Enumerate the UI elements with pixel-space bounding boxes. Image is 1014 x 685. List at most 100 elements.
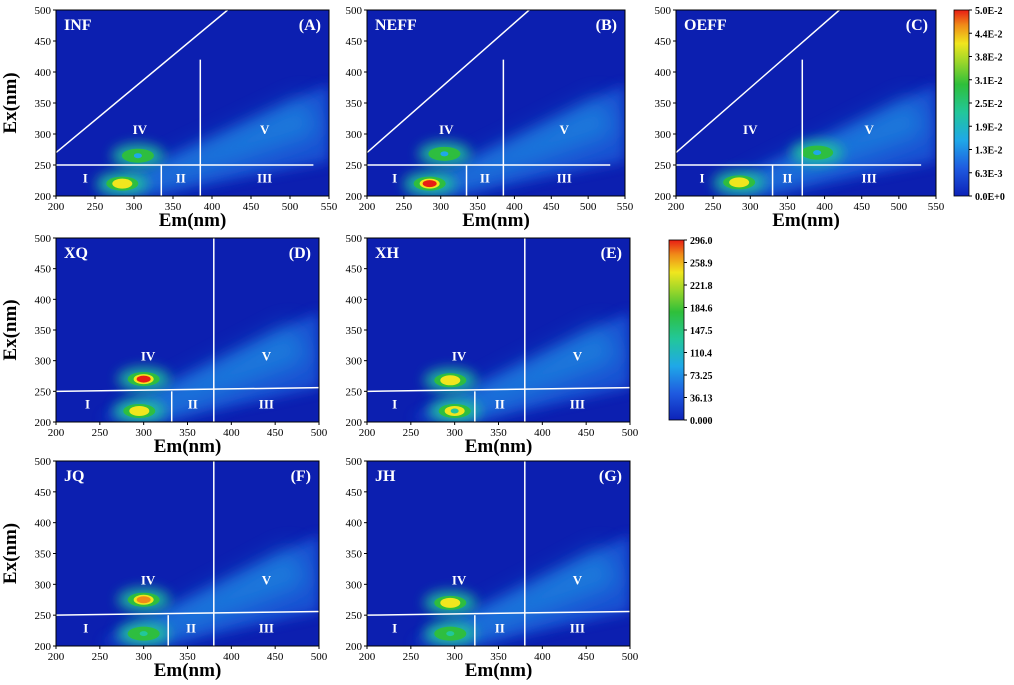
x-tick-label: 500 — [282, 201, 299, 213]
hotspot-peak — [139, 631, 148, 637]
region-label: IV — [452, 349, 467, 364]
region-label: V — [573, 349, 583, 364]
colorbar-tick-label: 73.25 — [690, 371, 713, 382]
hotspot-peak — [136, 375, 151, 383]
contour-field — [367, 461, 630, 646]
y-tick-label: 250 — [35, 160, 52, 172]
contour-field — [56, 238, 319, 422]
colorbar-tick-label: 184.6 — [690, 304, 713, 315]
hotspot-peak — [732, 178, 747, 186]
y-tick-label: 350 — [35, 325, 52, 337]
region-label: II — [480, 170, 490, 185]
region-label: III — [257, 170, 272, 185]
signal-band — [95, 84, 329, 193]
panel-name: OEFF — [684, 17, 727, 34]
x-tick-label: 300 — [742, 201, 759, 213]
panel-name: NEFF — [375, 17, 417, 34]
panel-name: INF — [64, 17, 92, 34]
y-tick-label: 500 — [346, 233, 363, 245]
region-label: II — [782, 170, 792, 185]
y-tick-label: 500 — [35, 233, 52, 245]
x-tick-label: 500 — [622, 427, 639, 439]
region-label: IV — [141, 349, 156, 364]
hotspot-peak — [450, 408, 459, 414]
x-tick-label: 200 — [48, 201, 65, 213]
y-tick-label: 500 — [35, 456, 52, 468]
y-tick-label: 500 — [35, 5, 52, 17]
x-tick-label: 500 — [891, 201, 908, 213]
y-tick-label: 250 — [346, 610, 363, 622]
region-label: III — [259, 397, 274, 412]
x-tick-label: 250 — [396, 201, 413, 213]
colorbar-tick-label: 221.8 — [690, 281, 713, 292]
y-axis-label: Ex(nm) — [0, 299, 21, 360]
x-tick-label: 300 — [126, 201, 143, 213]
y-tick-label: 300 — [346, 356, 363, 368]
x-tick-label: 450 — [243, 201, 260, 213]
signal-band — [410, 311, 630, 419]
x-tick-label: 450 — [853, 201, 870, 213]
y-tick-label: 450 — [346, 487, 363, 499]
colorbar-tick-label: 1.3E-2 — [975, 146, 1003, 157]
x-tick-label: 300 — [135, 427, 152, 439]
x-tick-label: 350 — [490, 651, 507, 663]
hotspot-peak — [422, 180, 437, 188]
y-tick-label: 450 — [35, 487, 52, 499]
panel-name: XQ — [64, 245, 88, 262]
x-tick-label: 250 — [403, 651, 420, 663]
y-tick-label: 200 — [35, 641, 52, 653]
region-label: III — [862, 170, 877, 185]
y-tick-label: 250 — [346, 160, 363, 172]
signal-band — [713, 84, 936, 193]
y-tick-label: 300 — [346, 129, 363, 141]
colorbar-tick-label: 2.5E-2 — [975, 99, 1003, 110]
x-tick-label: 300 — [446, 427, 463, 439]
colorbar-tick-label: 296.0 — [690, 236, 713, 247]
y-tick-label: 200 — [346, 191, 363, 203]
x-tick-label: 450 — [578, 651, 595, 663]
region-label: V — [573, 572, 583, 587]
y-tick-label: 200 — [346, 641, 363, 653]
region-label: IV — [743, 122, 758, 137]
panel-tag: (A) — [299, 17, 321, 34]
y-axis-label: Ex(nm) — [0, 72, 21, 133]
x-tick-label: 300 — [446, 651, 463, 663]
x-tick-label: 250 — [705, 201, 722, 213]
region-label: I — [392, 397, 397, 412]
colorbar-tick-label: 36.13 — [690, 394, 713, 405]
x-tick-label: 250 — [403, 427, 420, 439]
signal-band-core — [418, 96, 618, 190]
y-tick-label: 350 — [346, 98, 363, 110]
region-label: II — [176, 170, 186, 185]
y-tick-label: 500 — [655, 5, 672, 17]
x-tick-label: 350 — [179, 651, 196, 663]
y-tick-label: 350 — [346, 325, 363, 337]
region-label: I — [83, 170, 88, 185]
y-tick-label: 400 — [346, 518, 363, 530]
x-tick-label: 400 — [204, 201, 221, 213]
x-tick-label: 200 — [359, 651, 376, 663]
hotspot-peak — [133, 153, 142, 159]
contour-field — [56, 461, 319, 646]
x-axis-label: Em(nm) — [154, 660, 222, 680]
y-tick-label: 200 — [655, 191, 672, 203]
x-tick-label: 200 — [48, 651, 65, 663]
signal-band — [99, 311, 319, 419]
x-tick-label: 400 — [506, 201, 523, 213]
colorbar-tick-label: 3.1E-2 — [975, 76, 1003, 87]
x-tick-label: 450 — [267, 651, 284, 663]
x-axis-label: Em(nm) — [154, 436, 222, 457]
y-tick-label: 450 — [35, 36, 52, 48]
x-tick-label: 500 — [311, 651, 328, 663]
x-tick-label: 250 — [87, 201, 104, 213]
y-tick-label: 200 — [346, 417, 363, 429]
x-axis-label: Em(nm) — [465, 436, 533, 457]
x-tick-label: 350 — [179, 427, 196, 439]
x-tick-label: 300 — [135, 651, 152, 663]
y-tick-label: 400 — [35, 294, 52, 306]
x-tick-label: 250 — [92, 427, 109, 439]
y-tick-label: 400 — [346, 294, 363, 306]
